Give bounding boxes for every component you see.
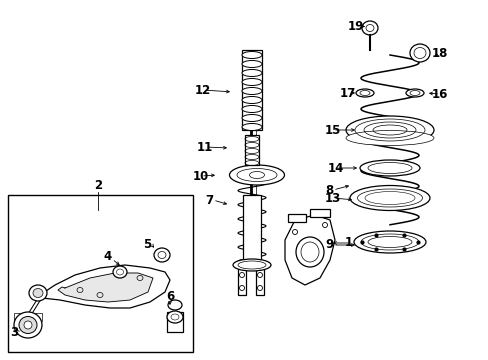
Ellipse shape	[242, 69, 262, 77]
Text: 9: 9	[325, 239, 332, 252]
Polygon shape	[58, 273, 153, 302]
Ellipse shape	[353, 231, 425, 253]
Ellipse shape	[249, 171, 264, 179]
Ellipse shape	[295, 237, 324, 267]
Ellipse shape	[346, 116, 433, 144]
Bar	[244, 135, 259, 165]
Ellipse shape	[242, 60, 262, 68]
Ellipse shape	[14, 312, 42, 338]
Ellipse shape	[355, 89, 373, 97]
Text: 15: 15	[325, 123, 341, 136]
Ellipse shape	[33, 288, 43, 297]
Bar	[238, 265, 245, 295]
Bar	[243, 195, 261, 265]
Text: 6: 6	[165, 289, 174, 302]
Bar	[167, 312, 183, 332]
Ellipse shape	[405, 89, 423, 97]
Polygon shape	[38, 265, 170, 308]
Ellipse shape	[229, 165, 284, 185]
Ellipse shape	[167, 311, 183, 323]
Text: 8: 8	[325, 184, 332, 197]
Ellipse shape	[19, 316, 37, 333]
Ellipse shape	[29, 285, 47, 301]
Ellipse shape	[24, 321, 32, 329]
Ellipse shape	[242, 105, 262, 112]
Text: 19: 19	[347, 19, 364, 32]
Text: 11: 11	[197, 140, 213, 153]
Text: 4: 4	[103, 249, 111, 262]
Ellipse shape	[242, 51, 262, 59]
Bar	[14, 313, 42, 321]
Ellipse shape	[242, 96, 262, 104]
Bar	[309, 209, 329, 217]
Text: 18: 18	[431, 46, 447, 59]
Ellipse shape	[409, 44, 429, 62]
Polygon shape	[285, 215, 334, 285]
Ellipse shape	[113, 266, 127, 278]
Text: 1: 1	[345, 237, 352, 249]
Text: 2: 2	[94, 179, 102, 192]
Ellipse shape	[349, 185, 429, 211]
Text: 5: 5	[142, 238, 151, 251]
Ellipse shape	[154, 248, 170, 262]
Ellipse shape	[346, 131, 433, 145]
Ellipse shape	[168, 300, 182, 310]
Text: 12: 12	[195, 84, 211, 96]
Bar	[256, 265, 264, 295]
Text: 14: 14	[327, 162, 344, 175]
Text: 10: 10	[193, 170, 209, 183]
Ellipse shape	[359, 160, 419, 176]
Bar	[8, 195, 193, 352]
Bar	[287, 214, 305, 222]
Ellipse shape	[242, 87, 262, 95]
Text: 17: 17	[339, 86, 356, 99]
Text: 7: 7	[204, 194, 213, 207]
Ellipse shape	[242, 78, 262, 86]
Ellipse shape	[242, 114, 262, 122]
Ellipse shape	[361, 21, 377, 35]
Text: 16: 16	[431, 87, 447, 100]
Text: 3: 3	[10, 325, 18, 338]
Ellipse shape	[232, 259, 270, 271]
Ellipse shape	[242, 123, 262, 131]
Ellipse shape	[237, 168, 276, 181]
Bar	[242, 50, 262, 130]
Text: 13: 13	[325, 192, 341, 204]
